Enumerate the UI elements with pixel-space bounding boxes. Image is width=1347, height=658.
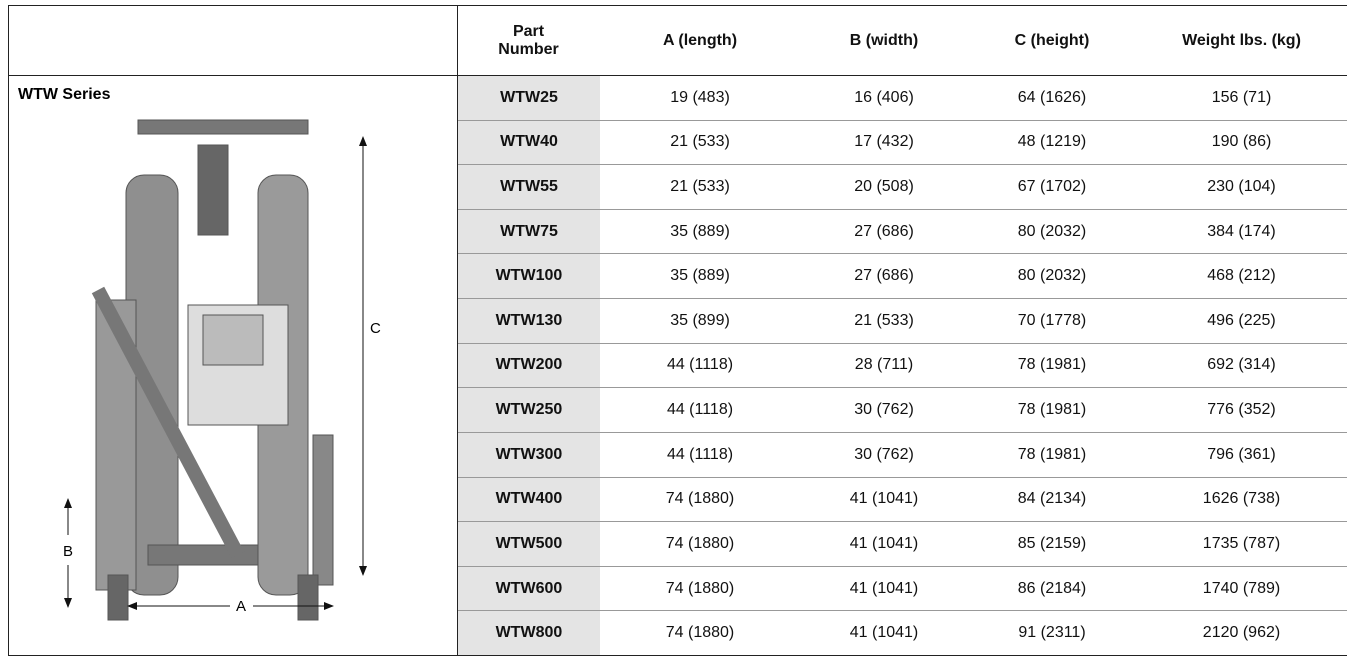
part-number: WTW75 — [458, 209, 600, 254]
table-cell: 86 (2184) — [1017, 579, 1087, 597]
table-cell: 496 (225) — [1207, 311, 1276, 329]
top-border — [8, 5, 1347, 6]
table-cell: 78 (1981) — [1017, 445, 1087, 463]
table-cell: 190 (86) — [1211, 133, 1272, 151]
table-cell: 20 (508) — [854, 178, 914, 196]
table-cell: 35 (889) — [670, 267, 730, 285]
row-rule — [458, 298, 1347, 300]
row-rule — [458, 521, 1347, 523]
diagram-label: C — [370, 320, 381, 337]
table-cell: 35 (889) — [670, 222, 730, 240]
table-cell: 384 (174) — [1207, 222, 1276, 240]
part-number: WTW40 — [458, 120, 600, 165]
column-header: Weight lbs. (kg) — [1182, 31, 1301, 49]
row-rule — [458, 164, 1347, 166]
table-cell: 35 (899) — [670, 311, 730, 329]
table-cell: 78 (1981) — [1017, 356, 1087, 374]
table-cell: 17 (432) — [854, 133, 914, 151]
table-cell: 21 (533) — [670, 133, 730, 151]
table-cell: 41 (1041) — [849, 534, 919, 552]
table-cell: 2120 (962) — [1202, 624, 1281, 642]
column-header: A (length) — [662, 31, 738, 49]
table-cell: 30 (762) — [854, 401, 914, 419]
table-cell: 21 (533) — [670, 178, 730, 196]
table-cell: 156 (71) — [1211, 88, 1272, 106]
diagram-label: B — [63, 543, 73, 560]
part-number: WTW800 — [458, 611, 600, 655]
row-rule — [458, 431, 1347, 433]
row-rule — [458, 253, 1347, 255]
table-cell: 28 (711) — [854, 356, 914, 374]
column-header: B (width) — [849, 31, 919, 49]
table-cell: 41 (1041) — [849, 624, 919, 642]
column-header: Part Number — [498, 22, 559, 58]
part-number: WTW250 — [458, 388, 600, 432]
series-label: WTW Series — [18, 86, 111, 103]
row-rule — [458, 208, 1347, 210]
part-number: WTW130 — [458, 299, 600, 343]
table-cell: 48 (1219) — [1017, 133, 1087, 151]
row-rule — [458, 119, 1347, 121]
table-cell: 64 (1626) — [1017, 88, 1087, 106]
table-cell: 67 (1702) — [1017, 178, 1087, 196]
row-rule — [458, 342, 1347, 344]
table-cell: 21 (533) — [854, 311, 914, 329]
table-cell: 74 (1880) — [665, 624, 735, 642]
table-cell: 85 (2159) — [1017, 534, 1087, 552]
table-cell: 1735 (787) — [1202, 534, 1281, 552]
left-border — [8, 5, 9, 655]
table-cell: 692 (314) — [1207, 356, 1276, 374]
part-number: WTW600 — [458, 566, 600, 611]
part-number: WTW25 — [458, 76, 600, 120]
part-number: WTW300 — [458, 432, 600, 477]
table-cell: 468 (212) — [1207, 267, 1276, 285]
table-cell: 80 (2032) — [1017, 267, 1087, 285]
table-cell: 41 (1041) — [849, 490, 919, 508]
bottom-border — [8, 655, 1347, 656]
column-header: C (height) — [1014, 31, 1090, 49]
table-cell: 74 (1880) — [665, 534, 735, 552]
table-cell: 91 (2311) — [1018, 624, 1086, 642]
table-cell: 27 (686) — [854, 267, 914, 285]
row-rule — [458, 610, 1347, 612]
part-number: WTW400 — [458, 477, 600, 522]
table-cell: 19 (483) — [670, 88, 730, 106]
part-number: WTW55 — [458, 165, 600, 209]
table-cell: 27 (686) — [854, 222, 914, 240]
table-cell: 230 (104) — [1207, 178, 1276, 196]
table-cell: 16 (406) — [854, 88, 914, 106]
part-number: WTW200 — [458, 343, 600, 388]
table-cell: 796 (361) — [1207, 445, 1276, 463]
table-cell: 1740 (789) — [1202, 579, 1281, 597]
dryer-illustration: C B A — [63, 119, 381, 621]
table-cell: 78 (1981) — [1017, 401, 1087, 419]
table-cell: 41 (1041) — [849, 579, 919, 597]
table-cell: 44 (1118) — [666, 356, 734, 374]
header-rule — [8, 75, 1347, 76]
table-cell: 776 (352) — [1207, 401, 1276, 419]
table-cell: 30 (762) — [854, 445, 914, 463]
row-rule — [458, 565, 1347, 567]
table-cell: 80 (2032) — [1017, 222, 1087, 240]
divider — [457, 5, 458, 655]
table-cell: 70 (1778) — [1017, 311, 1087, 329]
row-rule — [458, 387, 1347, 389]
row-rule — [458, 476, 1347, 478]
part-number: WTW500 — [458, 522, 600, 566]
table-cell: 1626 (738) — [1202, 490, 1281, 508]
table-cell: 74 (1880) — [665, 490, 735, 508]
table-cell: 84 (2134) — [1017, 490, 1087, 508]
part-number: WTW100 — [458, 254, 600, 299]
table-cell: 44 (1118) — [666, 445, 734, 463]
diagram-label: A — [236, 598, 246, 615]
table-cell: 74 (1880) — [665, 579, 735, 597]
table-cell: 44 (1118) — [666, 401, 734, 419]
